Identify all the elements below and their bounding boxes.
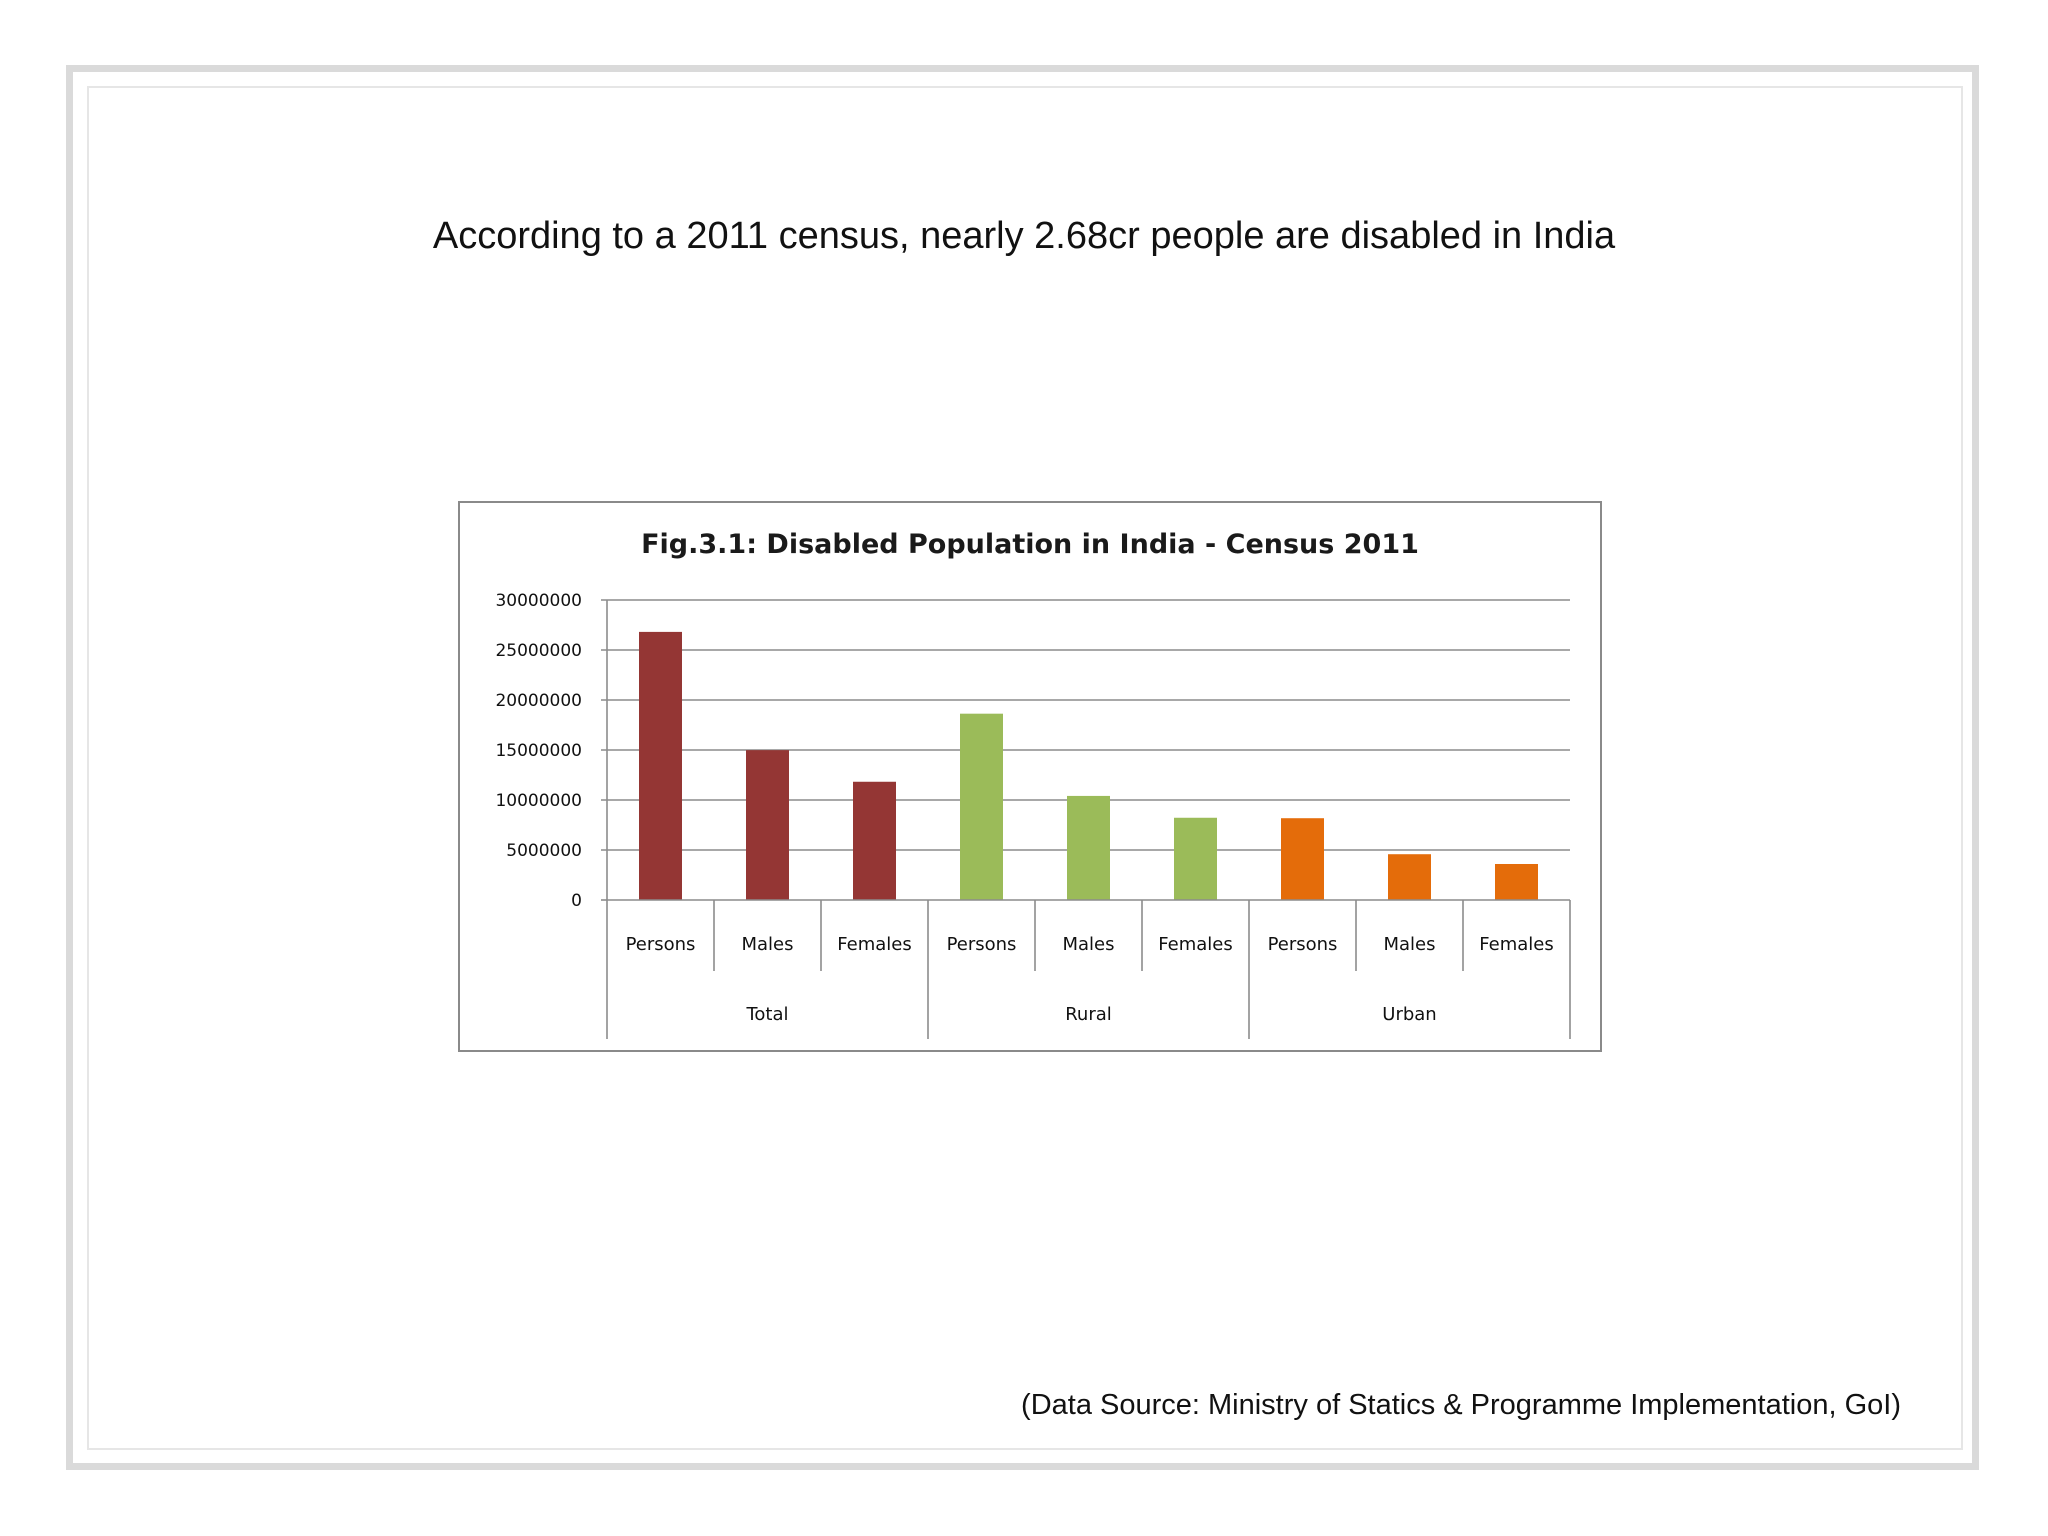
y-tick-label: 10000000 — [495, 791, 582, 811]
y-tick-label: 25000000 — [495, 641, 582, 661]
bar-chart: Fig.3.1: Disabled Population in India - … — [495, 529, 1571, 1039]
x-axis-category-labels: Persons Males Females Total Persons Males Fema… — [626, 934, 1554, 1025]
bar — [1067, 795, 1110, 900]
x-category-label: Males — [1062, 934, 1114, 955]
bars — [639, 631, 1538, 900]
x-category-label: Persons — [1268, 934, 1338, 955]
x-category-label: Persons — [947, 934, 1017, 955]
bar — [1388, 854, 1431, 900]
x-category-label: Persons — [626, 934, 696, 955]
y-tick-label: 0 — [571, 891, 582, 911]
x-group-label: Rural — [1065, 1004, 1112, 1025]
x-category-label: Females — [1158, 934, 1232, 955]
x-group-label: Total — [745, 1004, 788, 1025]
y-tick-label: 30000000 — [495, 591, 582, 611]
bar — [1281, 818, 1324, 900]
slide-inner-border — [87, 86, 1963, 1450]
x-category-label: Males — [741, 934, 793, 955]
slide-outer-border — [66, 65, 1979, 1470]
axes — [606, 600, 1571, 1039]
bar — [639, 631, 682, 900]
x-category-label: Females — [837, 934, 911, 955]
chart-container: Fig.3.1: Disabled Population in India - … — [458, 501, 1602, 1052]
y-axis-tick-labels: 0 5000000 10000000 15000000 20000000 25000000… — [495, 591, 582, 911]
y-tick-label: 5000000 — [506, 841, 582, 861]
x-category-label: Males — [1383, 934, 1435, 955]
y-tick-label: 15000000 — [495, 741, 582, 761]
bar — [746, 750, 789, 900]
bar — [960, 713, 1003, 900]
x-category-label: Females — [1479, 934, 1553, 955]
bar — [853, 781, 896, 900]
slide-headline: According to a 2011 census, nearly 2.68c… — [432, 215, 1616, 257]
y-tick-label: 20000000 — [495, 691, 582, 711]
bar — [1495, 863, 1538, 900]
bar — [1174, 817, 1217, 900]
data-source-note: (Data Source: Ministry of Statics & Prog… — [1021, 1389, 1901, 1421]
chart-title: Fig.3.1: Disabled Population in India - … — [641, 529, 1419, 560]
x-group-label: Urban — [1382, 1004, 1436, 1025]
